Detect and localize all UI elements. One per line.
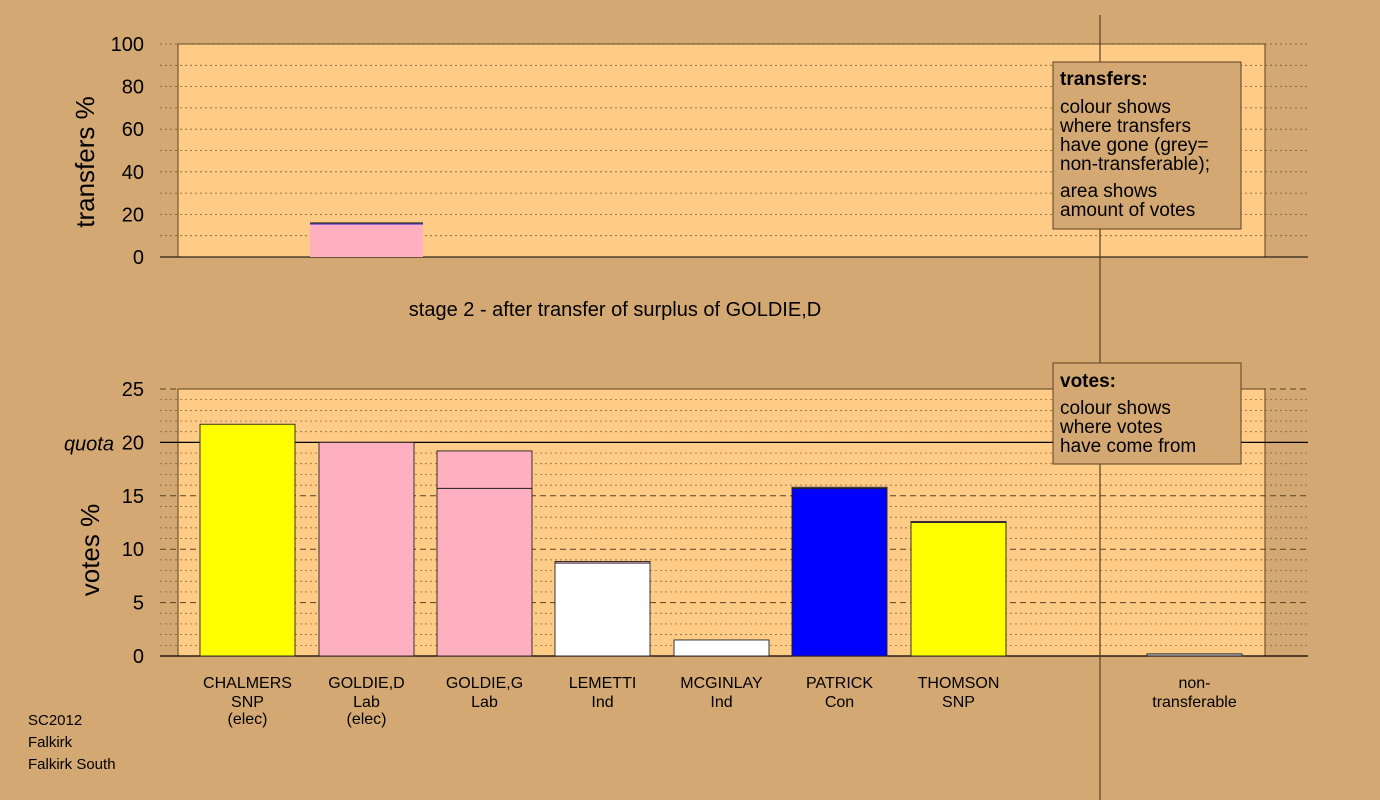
transfers-legend-line: amount of votes <box>1060 200 1195 221</box>
vote-bar-segment <box>910 522 1007 657</box>
transfers-legend-line: colour shows <box>1060 97 1171 118</box>
candidate-name: LEMETTI <box>569 675 637 692</box>
candidate-party: Con <box>825 694 854 711</box>
transfers-y-tick: 20 <box>122 204 144 226</box>
candidate-party: Ind <box>710 694 732 711</box>
vote-bar-segment <box>791 487 888 657</box>
votes-y-tick: 0 <box>133 646 144 668</box>
candidate-name: non- <box>1178 675 1210 692</box>
transfers-y-tick: 0 <box>133 247 144 269</box>
transfers-y-tick: 100 <box>111 34 144 56</box>
transfer-bar-segment <box>310 223 423 225</box>
candidate-name: MCGINLAY <box>680 675 763 692</box>
transfers-legend-line: non-transferable); <box>1060 154 1210 175</box>
transfer-bar-segment <box>310 224 423 257</box>
vote-bar-segment <box>791 486 888 489</box>
vote-bar-segment <box>199 423 296 657</box>
transfers-legend-line: area shows <box>1060 181 1157 202</box>
vote-bar-segment <box>554 561 651 564</box>
vote-bar-segment <box>554 562 651 657</box>
votes-axis-title: votes % <box>75 504 105 597</box>
vote-bar-segment <box>1146 653 1243 657</box>
votes-legend-line: have come from <box>1060 436 1196 457</box>
candidate-party: transferable <box>1152 694 1237 711</box>
candidate-name: PATRICK <box>806 675 873 692</box>
votes-y-tick: 10 <box>122 539 144 561</box>
votes-y-tick: 20 <box>122 432 144 454</box>
footer-line: Falkirk South <box>28 756 116 773</box>
vote-bar-segment <box>673 639 770 657</box>
votes-y-tick: 15 <box>122 486 144 508</box>
votes-y-tick: 25 <box>122 379 144 401</box>
vote-bar-segment <box>436 450 533 489</box>
transfers-legend: transfers: colour shows where transfers … <box>1052 61 1242 230</box>
stage-title: stage 2 - after transfer of surplus of G… <box>409 299 821 321</box>
votes-legend-line: colour shows <box>1060 398 1171 419</box>
candidate-party: SNP <box>942 694 975 711</box>
transfers-legend-line: where transfers <box>1059 116 1191 137</box>
transfers-legend-line: have gone (grey= <box>1060 135 1208 156</box>
footer-line: SC2012 <box>28 712 82 729</box>
transfers-axis-title: transfers % <box>70 96 100 228</box>
candidate-party: SNP <box>231 694 264 711</box>
footer-line: Falkirk <box>28 734 73 751</box>
votes-legend: votes: colour shows where votes have com… <box>1052 362 1242 465</box>
vote-bar-segment <box>318 441 415 657</box>
candidate-name: THOMSON <box>918 675 1000 692</box>
candidate-name: CHALMERS <box>203 675 292 692</box>
votes-y-tick: 5 <box>133 593 144 615</box>
candidate-note: (elec) <box>346 711 386 728</box>
candidate-note: (elec) <box>227 711 267 728</box>
candidate-party: Lab <box>471 694 498 711</box>
transfers-y-tick: 80 <box>122 77 144 99</box>
quota-label: quota <box>64 433 114 455</box>
transfers-legend-title: transfers: <box>1060 69 1148 90</box>
transfers-y-tick: 40 <box>122 162 144 184</box>
candidate-party: Lab <box>353 694 380 711</box>
candidate-name: GOLDIE,D <box>328 675 404 692</box>
candidate-party: Ind <box>591 694 613 711</box>
votes-legend-line: where votes <box>1059 417 1162 438</box>
votes-legend-title: votes: <box>1060 371 1116 392</box>
candidate-name: GOLDIE,G <box>446 675 523 692</box>
vote-bar-segment <box>436 487 533 657</box>
vote-bar-segment <box>910 520 1007 523</box>
transfers-y-tick: 60 <box>122 119 144 141</box>
